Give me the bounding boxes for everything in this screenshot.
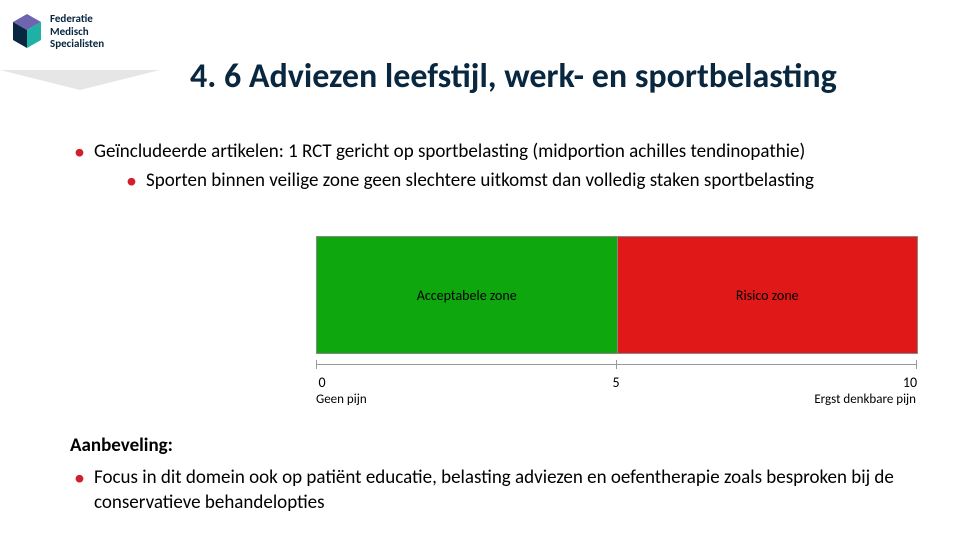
tick-0: [316, 360, 317, 369]
tick-label-10: 10: [903, 374, 917, 391]
sub-bullet-1: Sporten binnen veilige zone geen slechte…: [124, 169, 920, 194]
logo-block: Federatie Medisch Specialisten: [0, 0, 160, 70]
recommendation-text: Focus in dit domein ook op patiënt educa…: [94, 466, 894, 514]
zone-bar: Acceptabele zone Risico zone: [316, 236, 918, 354]
bullet-item-1: Geïncludeerde artikelen: 1 RCT gericht o…: [70, 140, 920, 193]
sub-bullet-1-text: Sporten binnen veilige zone geen slechte…: [146, 169, 814, 192]
tick-label-0: 0: [318, 374, 325, 391]
zone-acceptable: Acceptabele zone: [317, 237, 618, 353]
content-block: Geïncludeerde artikelen: 1 RCT gericht o…: [70, 140, 920, 195]
tick-5: [616, 360, 617, 369]
slide-title: 4. 6 Adviezen leefstijl, werk- en sportb…: [190, 56, 936, 97]
pain-scale-chart: Acceptabele zone Risico zone 0 5 10 Geen…: [310, 236, 922, 376]
zone-risk: Risico zone: [618, 237, 918, 353]
tick-label-5: 5: [612, 374, 619, 391]
tick-10: [916, 360, 917, 369]
recommendation-heading: Aanbeveling:: [70, 434, 173, 457]
logo-text-line3: Specialisten: [50, 38, 104, 51]
logo-text: Federatie Medisch Specialisten: [50, 13, 104, 51]
slide: Federatie Medisch Specialisten 4. 6 Advi…: [0, 0, 960, 540]
logo-hexagon-icon: [10, 12, 44, 52]
axis: 0 5 10 Geen pijn Ergst denkbare pijn: [310, 364, 922, 376]
logo-text-line1: Federatie: [50, 13, 104, 26]
axis-left-label: Geen pijn: [316, 392, 367, 407]
logo: Federatie Medisch Specialisten: [0, 0, 160, 60]
recommendation-bullet: Focus in dit domein ook op patiënt educa…: [70, 466, 920, 515]
recommendation-body: Focus in dit domein ook op patiënt educa…: [70, 466, 920, 517]
zone-acceptable-label: Acceptabele zone: [417, 287, 517, 304]
zone-risk-label: Risico zone: [736, 287, 799, 304]
bullet-item-1-text: Geïncludeerde artikelen: 1 RCT gericht o…: [94, 140, 805, 163]
axis-right-label: Ergst denkbare pijn: [814, 392, 916, 407]
